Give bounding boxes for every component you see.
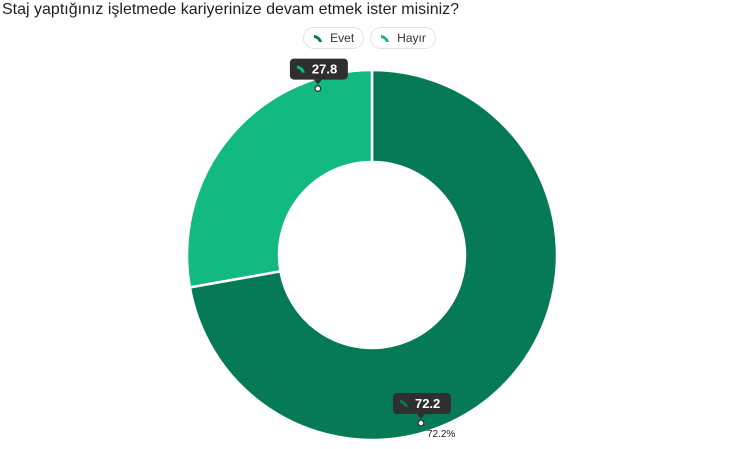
annotation-marker-hay-r <box>314 85 322 92</box>
tooltip-value-evet: 72.2 <box>415 396 440 411</box>
tooltip-box-evet <box>392 393 451 415</box>
annotation-marker-evet <box>417 419 425 427</box>
legend-item-hayir[interactable]: Hayır <box>370 27 436 49</box>
legend-item-evet[interactable]: Evet <box>303 27 365 49</box>
outside-label-evet: 72.2% <box>427 429 455 440</box>
pie-slice-icon <box>379 32 391 44</box>
legend-label-evet: Evet <box>330 31 355 45</box>
tooltip-box-hay-r <box>289 58 348 80</box>
legend-swatch-hayir <box>381 35 390 42</box>
tooltip-slice-icon-hay-r <box>296 65 305 73</box>
donut-slice-hay-r[interactable] <box>185 68 374 289</box>
pie-slice-icon <box>312 32 324 44</box>
chart-legend: Evet Hayır <box>0 27 739 49</box>
tooltip-slice-icon-evet <box>399 400 408 408</box>
tooltip-value-hay-r: 27.8 <box>312 62 337 77</box>
tooltip-pointer-hay-r <box>313 79 322 85</box>
donut-slice-evet[interactable] <box>188 68 559 442</box>
legend-swatch-evet <box>314 35 323 42</box>
tooltip-pointer-evet <box>416 414 425 420</box>
legend-label-hayir: Hayır <box>397 31 426 45</box>
chart-title: Staj yaptığınız işletmede kariyerinize d… <box>2 1 460 18</box>
